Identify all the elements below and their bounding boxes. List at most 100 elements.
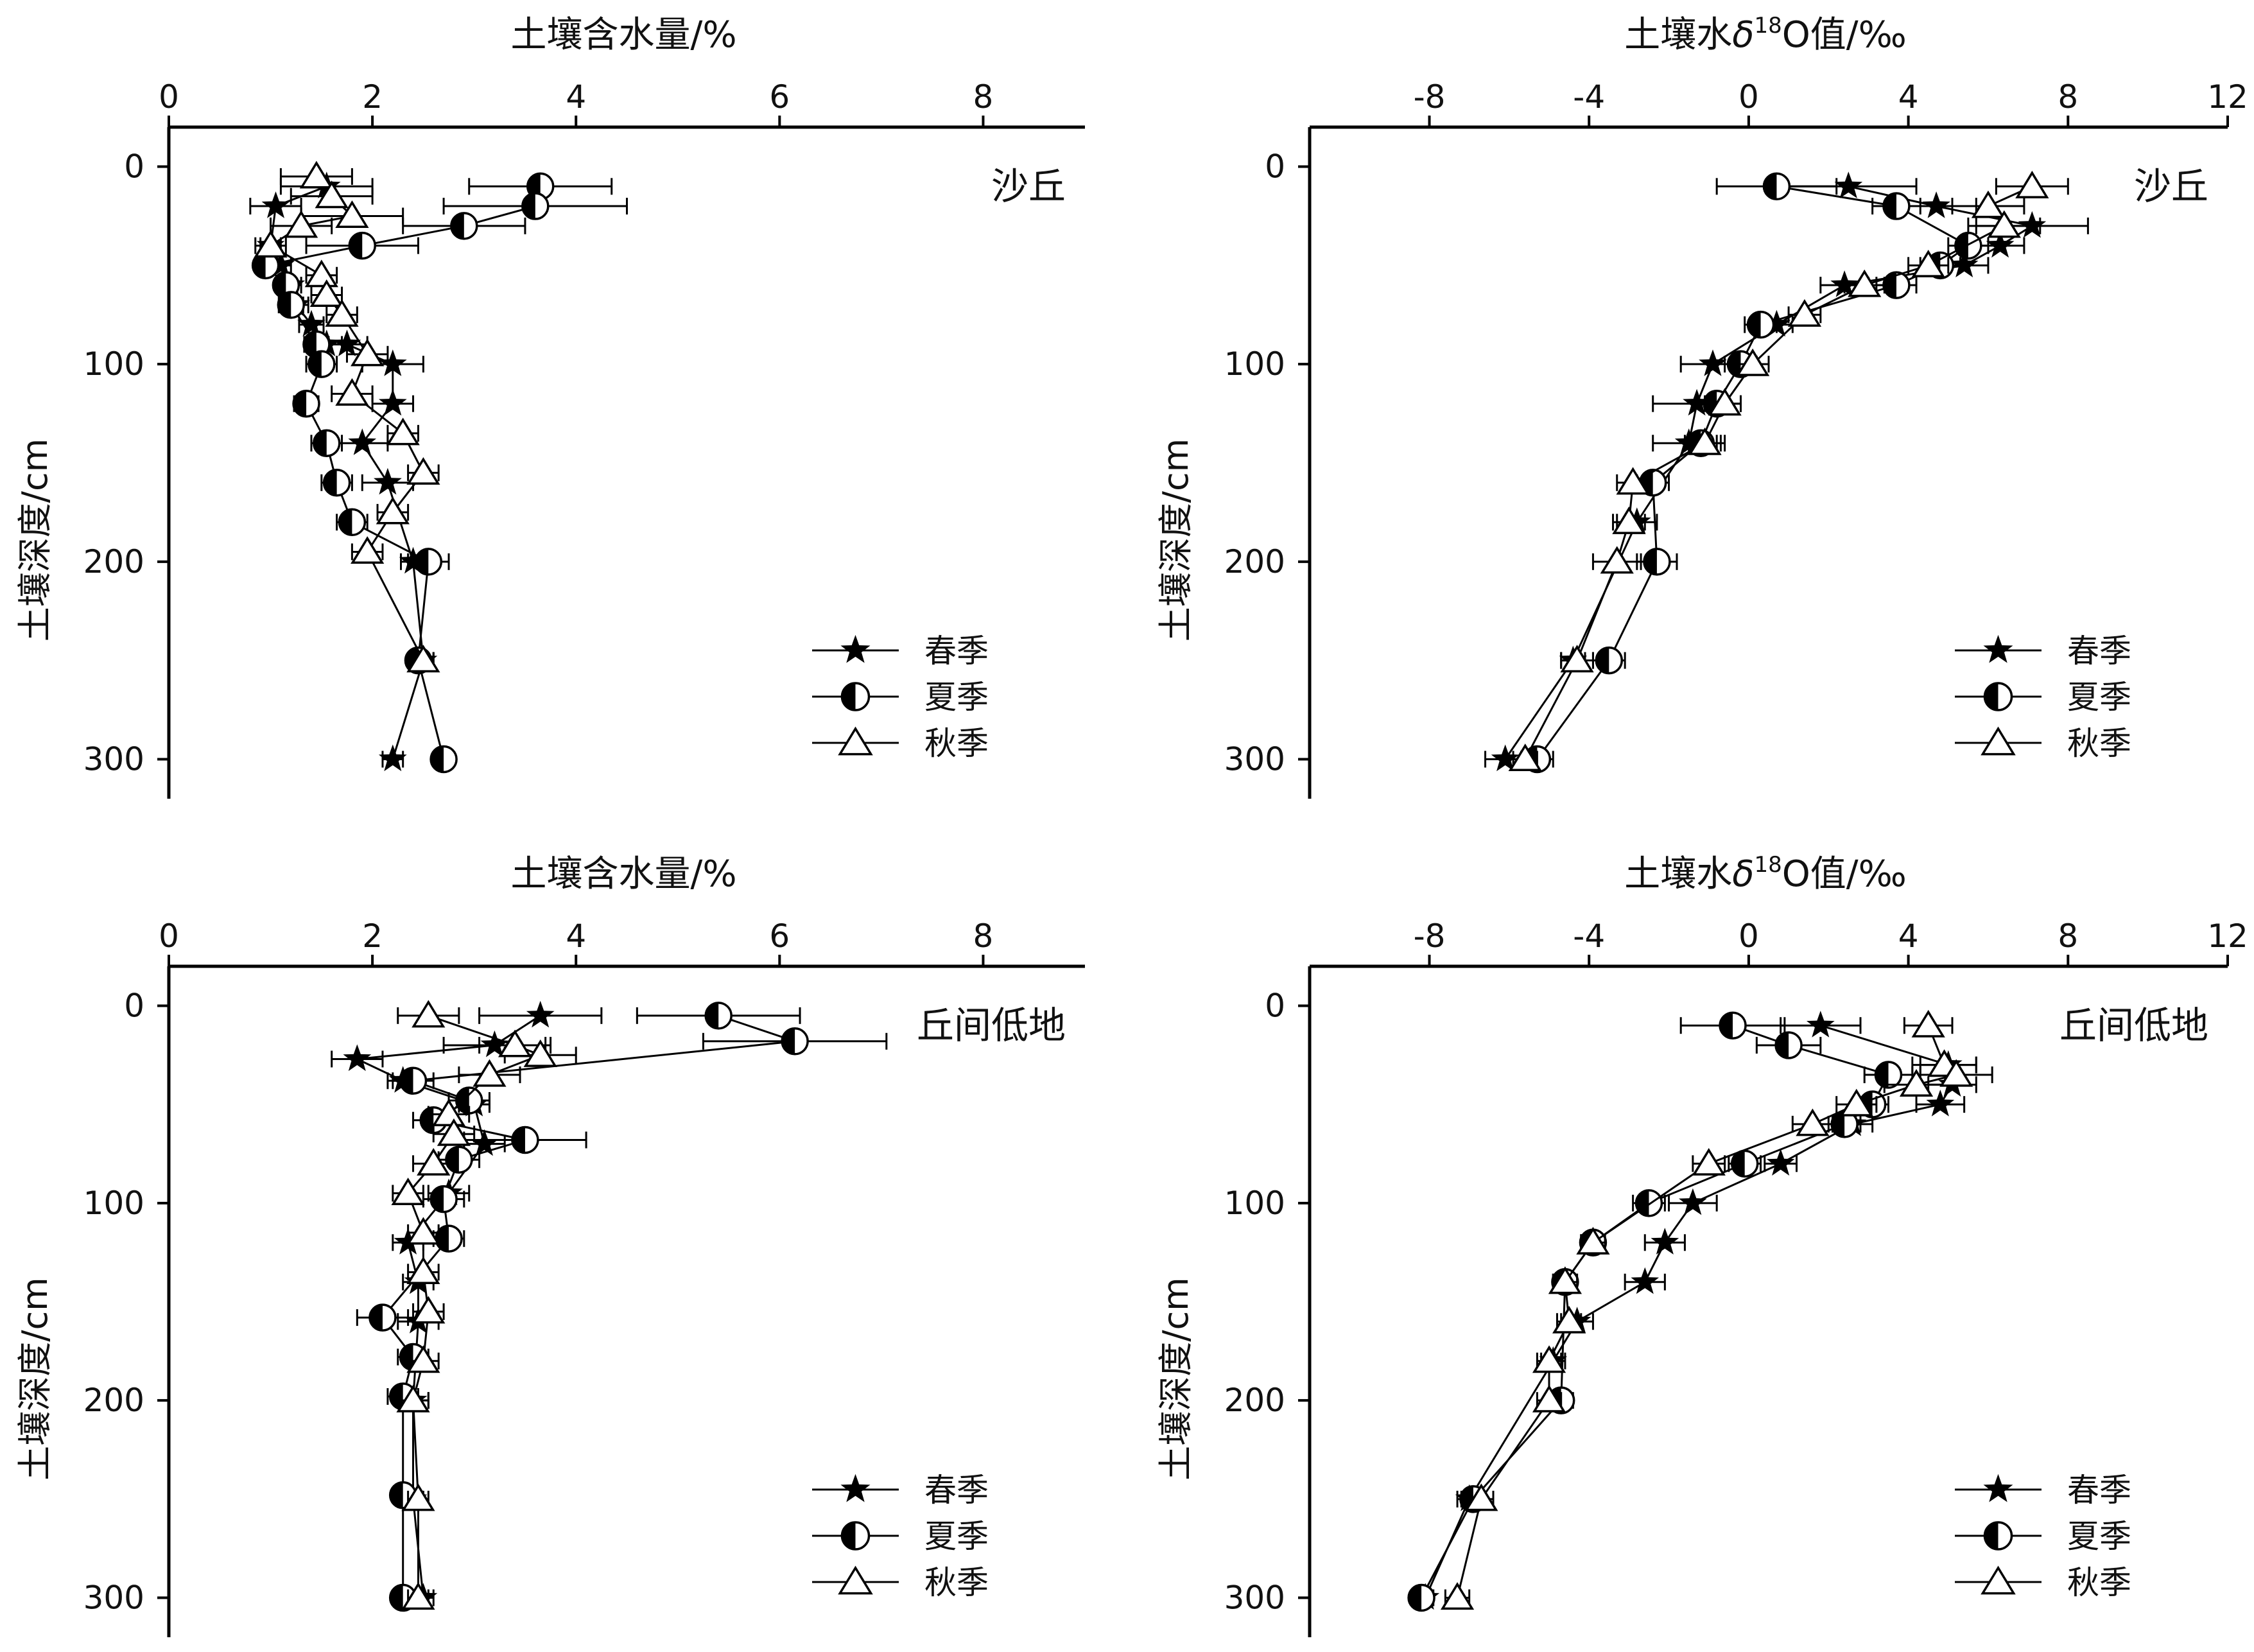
data-point-triangle [1440,1582,1475,1610]
legend-label: 秋季 [924,725,989,762]
data-point-half-circle [414,548,443,576]
data-point-half-circle-fill [706,1002,719,1029]
data-point-half-circle [1746,310,1775,339]
legend-label: 夏季 [924,1518,989,1555]
data-point-star [1631,1267,1660,1294]
data-point-triangle [1899,1069,1934,1097]
data-point-triangle [1692,1147,1726,1176]
data-point-star [378,744,407,772]
data-point-triangle [1971,190,2006,218]
data-point-star [1679,1188,1707,1215]
x-tick-label: -8 [1414,78,1446,116]
axis-title: 土壤含水量/% [510,853,736,895]
data-point-star [261,191,290,218]
x-tick-label: 12 [2207,917,2248,955]
data-point-star [333,329,361,356]
data-point-half-circle-fill [782,1028,795,1054]
panel-top-right: -8 -4 0 4 8 12 0 100 200 300 土壤水δ18O值/‰ 土壤深度/cm 沙丘春季… [1156,13,2248,799]
series-line [1420,1024,1890,1599]
data-point-triangle [376,496,410,525]
data-point-star [1807,1011,1835,1038]
data-point-triangle [412,1296,446,1324]
title-sup: 18 [1754,852,1782,878]
legend-marker-half-circle [840,1521,871,1551]
data-point-half-circle [429,745,458,774]
data-point-star [348,428,377,455]
series-triangle [254,161,440,673]
data-point-triangle [299,161,334,189]
data-point-half-circle [521,192,550,220]
data-point-half-circle [704,1002,733,1030]
data-point-triangle [386,417,420,446]
data-point-triangle [1576,1226,1610,1255]
data-point-half-circle [399,1066,428,1095]
data-point-half-circle-fill [273,272,286,299]
data-point-star [480,1030,509,1057]
data-point-half-circle [348,231,377,260]
data-point-half-circle-fill [400,1068,413,1094]
axis-title: 土壤水δ18O值/‰ [1624,852,1907,895]
data-point-star [1651,1228,1679,1255]
series-line [270,185,424,760]
y-tick-label: 0 [124,148,144,186]
data-point-triangle [1911,1009,1945,1038]
data-point-triangle [412,1000,446,1028]
data-point-half-circle [292,389,320,418]
series-star [1411,1011,1977,1610]
data-point-half-circle [1634,1189,1663,1217]
y-axis-label: 土壤深度/cm [1156,439,1196,642]
x-tick-label: 8 [2058,917,2078,955]
data-point-triangle [1552,1305,1586,1334]
data-point-triangle [1839,1088,1873,1117]
data-point-triangle [1848,269,1882,297]
data-point-triangle [1616,467,1650,495]
data-point-star [1950,250,1979,277]
data-point-half-circle [1595,646,1624,675]
legend-marker-triangle [838,726,873,756]
data-point-half-circle-fill [1764,173,1777,200]
data-point-half-circle-fill [252,252,266,279]
data-point-triangle [309,279,343,308]
y-tick-label: 200 [83,1382,144,1419]
data-point-triangle [1787,299,1822,327]
legend-marker-half-circle-fill [842,683,856,710]
data-point-half-circle-fill [1596,647,1609,674]
data-point-triangle [1688,427,1722,455]
site-label: 丘间低地 [2059,1004,2208,1047]
data-point-star [1926,1090,1955,1117]
legend-label: 春季 [924,1472,989,1509]
y-tick-label: 200 [1224,1382,1285,1419]
x-tick-label: 2 [362,917,383,955]
y-tick-label: 0 [1265,987,1285,1024]
data-point-triangle [1548,1266,1582,1294]
data-point-half-circle-fill [451,213,464,239]
data-point-triangle [284,210,318,238]
data-point-triangle [431,1099,466,1127]
x-tick-label: -8 [1414,917,1446,955]
data-point-star [297,309,325,337]
data-point-triangle [1508,743,1542,772]
data-point-half-circle [1719,1011,1747,1039]
data-point-star [343,1044,372,1072]
data-point-half-circle-fill [415,548,429,575]
data-point-star [1683,388,1711,416]
data-point-star [378,388,407,416]
x-tick-label: 12 [2207,78,2248,116]
site-label: 丘间低地 [917,1004,1066,1047]
y-tick-label: 200 [1224,543,1285,580]
series-triangle [1508,170,2069,772]
data-point-triangle [1939,1059,1973,1087]
data-point-star [266,250,295,277]
data-point-triangle [391,1178,425,1206]
title-prefix: 土壤水 [1624,14,1732,56]
data-point-triangle [1708,388,1742,416]
data-point-triangle [1532,1384,1566,1413]
data-point-half-circle [308,350,336,378]
data-point-triangle [254,230,288,258]
data-point-half-circle-fill [446,1147,459,1173]
data-point-star [1922,191,1950,218]
data-point-triangle [396,1384,430,1413]
data-point-half-circle-fill [1955,232,1968,259]
data-point-triangle [401,1582,435,1610]
